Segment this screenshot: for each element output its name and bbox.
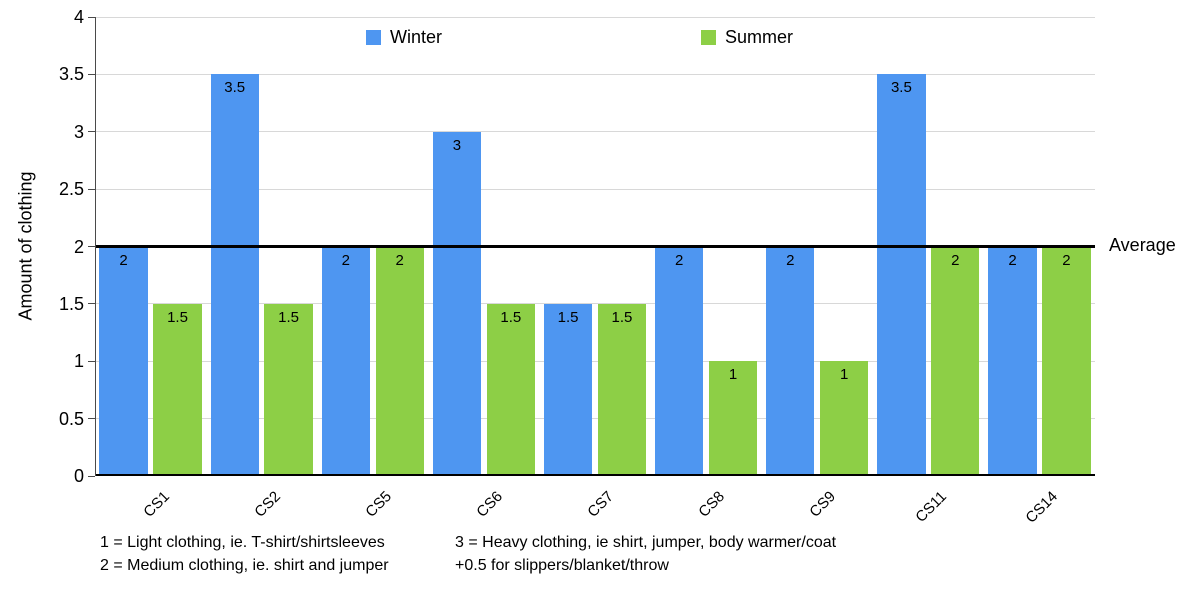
footnote-line: +0.5 for slippers/blanket/throw [455,557,669,574]
footnote-column-right: 3 = Heavy clothing, ie shirt, jumper, bo… [455,531,836,577]
y-axis-tick-label: 1 [73,351,84,372]
gridline [95,16,1095,18]
bar-winter-cs7 [543,303,593,476]
y-axis-tick-label: 1.5 [58,293,84,314]
bar-winter-cs2 [210,74,259,476]
bar-winter-cs5 [321,246,370,476]
y-axis-tick-label: 0.5 [58,408,84,429]
y-axis-tick-mark [88,73,95,75]
y-axis-tick-mark [88,131,95,133]
legend-label-summer: Summer [725,27,794,47]
y-axis-tick-mark [88,303,95,305]
average-line-label: Average [1109,234,1176,255]
y-axis-tick-label: 4 [73,7,84,27]
bar-value-label: 1.5 [557,308,579,326]
y-axis-tick-label: 3 [73,121,84,142]
bar-winter-cs14 [988,246,1037,476]
bar-value-label: 3.5 [224,79,246,97]
bar-summer-cs14 [1042,246,1091,476]
bar-value-label: 2 [1008,251,1017,269]
y-axis-tick-mark [88,418,95,420]
bar-value-label: 1 [839,366,849,384]
bar-value-label: 2 [786,251,795,269]
footnote-line: 1 = Light clothing, ie. T-shirt/shirtsle… [100,534,385,551]
bar-summer-cs8 [708,361,758,476]
gridline [95,418,1095,420]
y-axis-tick-mark [88,188,95,190]
bar-value-label: 2 [395,251,404,269]
bar-winter-cs8 [655,246,704,476]
bar-winter-cs1 [99,246,148,476]
bar-summer-cs1 [153,303,202,476]
gridline [95,188,1095,190]
bar-value-label: 3 [452,136,462,154]
y-axis-tick-mark [88,475,95,477]
gridline [95,303,1095,305]
bar-winter-cs11 [877,74,926,476]
gridline [95,360,1095,362]
y-axis-tick-label: 2.5 [58,179,84,200]
bar-value-label: 2 [1062,251,1071,269]
bar-value-label: 1.5 [167,308,188,326]
bar-winter-cs9 [766,246,815,476]
bar-summer-cs11 [931,246,980,476]
bar-value-label: 3.5 [890,79,912,97]
bar-summer-cs7 [597,303,647,476]
bar-value-label: 2 [341,251,350,269]
bar-value-label: 2 [119,251,128,269]
legend: Winter Summer [0,27,1200,47]
bar-summer-cs9 [820,361,869,476]
bar-value-label: 1.5 [611,308,633,326]
bar-value-label: 1.5 [500,308,522,326]
footnote-column-left: 1 = Light clothing, ie. T-shirt/shirtsle… [100,531,389,577]
y-axis-tick-mark [88,16,95,18]
y-axis-tick-mark [88,246,95,247]
bar-summer-cs6 [486,303,535,476]
legend-label-winter: Winter [390,27,443,47]
gridline [95,131,1095,133]
average-line [95,245,1095,248]
bar-value-label: 1.5 [278,308,300,326]
summer-swatch-icon [701,30,716,45]
bar-summer-cs2 [264,303,313,476]
footnote-line: 2 = Medium clothing, ie. shirt and jumpe… [100,557,389,574]
y-axis-tick-label: 0 [73,466,84,486]
y-axis-tick-label: 3.5 [58,64,84,85]
legend-item-winter: Winter [366,27,442,48]
y-axis-tick-mark [88,360,95,362]
y-axis-line [95,17,96,476]
gridline [95,73,1095,75]
legend-item-summer: Summer [701,27,793,48]
x-axis-category-label: CS14 [1022,488,1062,527]
bar-value-label: 1 [728,366,738,384]
y-axis-tick-label: 2 [73,236,84,257]
bar-winter-cs6 [432,131,482,476]
winter-swatch-icon [366,30,381,45]
footnote-line: 3 = Heavy clothing, ie shirt, jumper, bo… [455,534,837,551]
bar-summer-cs5 [375,246,424,476]
bar-value-label: 2 [951,251,960,269]
bar-value-label: 2 [674,251,684,269]
plot-area: 2 1.5 3.5 1.5 2 2 3 1.5 1.5 1.5 2 1 2 1 3.5 2 2 2 [95,16,1095,476]
x-axis-category-label: CS11 [912,488,951,526]
x-axis-line [95,474,1095,476]
